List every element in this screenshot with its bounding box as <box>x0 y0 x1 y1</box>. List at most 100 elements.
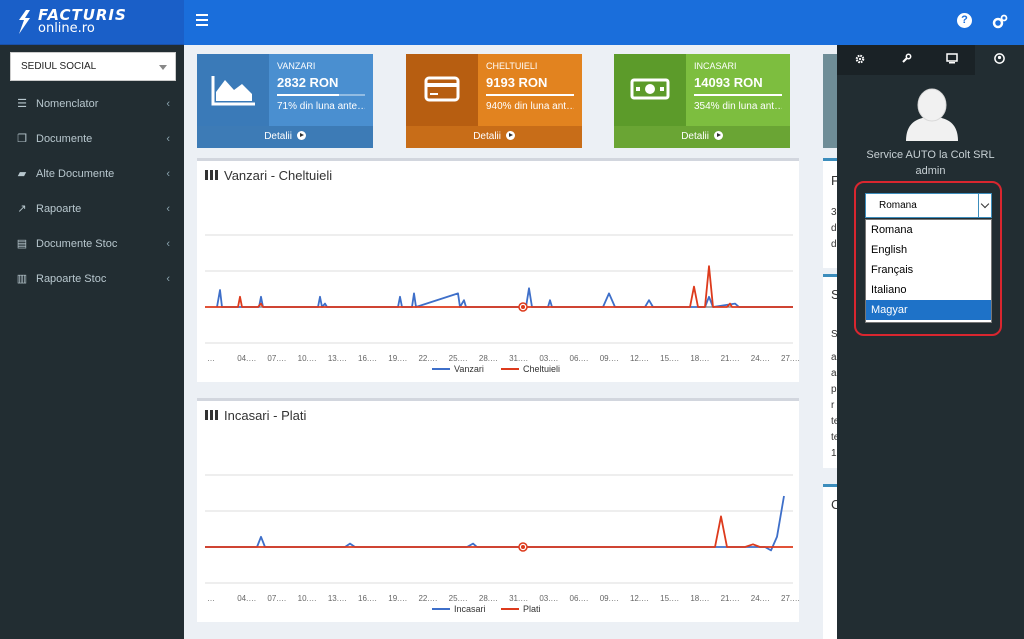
arrow-circle-right-icon <box>296 131 306 140</box>
sidebar-item-label: Documente Stoc <box>36 238 118 250</box>
info-box-title: INCASARI <box>694 61 737 71</box>
x-tick-label: 27.… <box>781 354 799 363</box>
info-box-title: CHELTUIELI <box>486 61 538 71</box>
details-link[interactable]: Detalii <box>614 126 790 148</box>
avatar <box>906 88 958 141</box>
wrench-icon <box>901 53 911 63</box>
panel-title: Vanzari - Cheltuieli <box>205 168 332 183</box>
x-tick-label: 25.… <box>449 594 468 603</box>
x-tick-label: 18.… <box>690 354 709 363</box>
language-option-italiano[interactable]: Italiano <box>871 284 907 296</box>
details-link[interactable]: Detalii <box>406 126 582 148</box>
series-line-cheltuieli[interactable] <box>205 265 793 308</box>
x-tick-label: 12.… <box>630 594 649 603</box>
sidebar-item-rapoarte[interactable]: ↗ Rapoarte ‹ <box>0 199 184 219</box>
sidebar-item-documente[interactable]: ❐ Documente ‹ <box>0 129 184 149</box>
sidebar-item-rapoarte-stoc[interactable]: ▥ Rapoarte Stoc ‹ <box>0 269 184 289</box>
chevron-left-icon: ‹ <box>166 203 170 215</box>
x-tick-label: 16.… <box>358 594 377 603</box>
partial-text: 3 <box>831 207 837 218</box>
progress-bar <box>277 94 365 96</box>
tab-tools[interactable] <box>883 45 929 75</box>
language-option-romana[interactable]: Romana <box>871 224 913 236</box>
line-chart[interactable]: … 04.… 07.… 10.… 13.… 16.… 19.… 22.… 25.… 28.… 31.… <box>197 401 799 622</box>
x-tick-label: 18.… <box>690 594 709 603</box>
chart-panel-incasari-plati: Incasari - Plati … 04.… 07.… 10.… 13.… 16.… 19… <box>197 398 799 622</box>
chart-panel-vanzari-cheltuieli: Vanzari - Cheltuieli … 04.… 07.… 10.… 13.… 16… <box>197 158 799 382</box>
language-option-english[interactable]: English <box>871 244 908 256</box>
logo-line1: FACTURIS <box>38 6 127 24</box>
company-select[interactable]: SEDIUL SOCIAL <box>10 52 176 81</box>
x-tick-label: 21.… <box>721 354 740 363</box>
partial-text: a <box>831 352 837 363</box>
control-sidebar: Service AUTO la Colt SRL admin Romana Ro… <box>837 45 1024 639</box>
x-tick-label: 16.… <box>358 354 377 363</box>
main-sidebar: SEDIUL SOCIAL ☰ Nomenclator ‹ ❐ Document… <box>0 45 184 639</box>
x-tick-label: 15.… <box>660 594 679 603</box>
x-tick-label: 31.… <box>509 594 528 603</box>
legend-label: Vanzari <box>454 364 484 374</box>
company-select-value: SEDIUL SOCIAL <box>21 61 97 72</box>
x-tick-label: 22.… <box>418 354 437 363</box>
x-tick-label: 03.… <box>539 594 558 603</box>
user-circle-icon <box>994 53 1005 64</box>
tab-display[interactable] <box>929 45 975 75</box>
series-line-plati[interactable] <box>205 515 793 548</box>
language-select-value: Romana <box>879 200 917 211</box>
language-option-francais[interactable]: Français <box>871 264 914 276</box>
x-tick-label: 22.… <box>418 594 437 603</box>
info-box-value: 14093 RON <box>694 75 763 90</box>
sidebar-item-label: Documente <box>36 133 93 145</box>
sidebar-item-label: Nomenclator <box>36 98 99 110</box>
panel-title: Incasari - Plati <box>205 408 306 423</box>
info-box-vanzari: VANZARI 2832 RON 71% din luna ante… Deta… <box>197 54 373 148</box>
partial-text: C <box>831 497 841 512</box>
x-tick-label: 09.… <box>600 354 619 363</box>
sidebar-toggle-icon[interactable] <box>196 14 208 28</box>
details-label: Detalii <box>473 131 501 142</box>
sidebar-item-label: Rapoarte <box>36 203 82 215</box>
series-line-incasari[interactable] <box>205 495 785 552</box>
legend-label: Cheltuieli <box>523 364 560 374</box>
x-tick-label: 06.… <box>570 354 589 363</box>
language-dropdown-list: Romana English Français Italiano Magyar <box>865 219 992 323</box>
line-chart[interactable]: … 04.… 07.… 10.… 13.… 16.… 19.… 22.… 25.… 28.… 31.… <box>197 161 799 382</box>
x-tick-label: 06.… <box>570 594 589 603</box>
language-select[interactable]: Romana <box>865 193 992 218</box>
x-tick-label: 04.… <box>237 594 256 603</box>
desktop-icon <box>946 53 958 64</box>
tab-user[interactable] <box>975 45 1024 75</box>
hover-point-dot <box>521 545 525 549</box>
details-link[interactable]: Detalii <box>197 126 373 148</box>
chevron-left-icon: ‹ <box>166 273 170 285</box>
partial-text: S <box>831 329 838 340</box>
series-line-vanzari[interactable] <box>216 287 793 308</box>
chevron-left-icon: ‹ <box>166 133 170 145</box>
copy-icon: ❐ <box>17 133 27 145</box>
chevron-down-icon[interactable] <box>978 193 992 218</box>
details-label: Detalii <box>264 131 292 142</box>
x-tick-label: 07.… <box>267 354 286 363</box>
sidebar-item-documente-stoc[interactable]: ▤ Documente Stoc ‹ <box>0 234 184 254</box>
logo-line2: online.ro <box>38 21 95 36</box>
x-tick-label: 24.… <box>751 354 770 363</box>
x-tick-label: 21.… <box>721 594 740 603</box>
sidebar-item-nomenclator[interactable]: ☰ Nomenclator ‹ <box>0 94 184 114</box>
info-box-incasari: INCASARI 14093 RON 354% din luna ant… De… <box>614 54 790 148</box>
question-circle-icon[interactable]: ? <box>957 13 972 28</box>
partial-text: te <box>831 416 840 427</box>
chevron-left-icon: ‹ <box>166 98 170 110</box>
progress-bar <box>694 94 782 96</box>
th-icon <box>205 410 218 420</box>
highlight-box <box>854 181 1002 336</box>
sidebar-item-alte-documente[interactable]: ▰ Alte Documente ‹ <box>0 164 184 184</box>
cogs-icon[interactable] <box>992 14 1008 30</box>
sidebar-item-label: Alte Documente <box>36 168 115 180</box>
info-box-value: 2832 RON <box>277 75 339 90</box>
tab-settings[interactable] <box>837 45 883 75</box>
right-panel-partial-1: F 3 d d <box>823 158 839 268</box>
caret-down-icon <box>159 65 167 70</box>
language-option-magyar[interactable]: Magyar <box>866 300 991 320</box>
x-tick-label: 19.… <box>388 594 407 603</box>
app-logo[interactable]: FACTURIS online.ro <box>0 0 184 45</box>
